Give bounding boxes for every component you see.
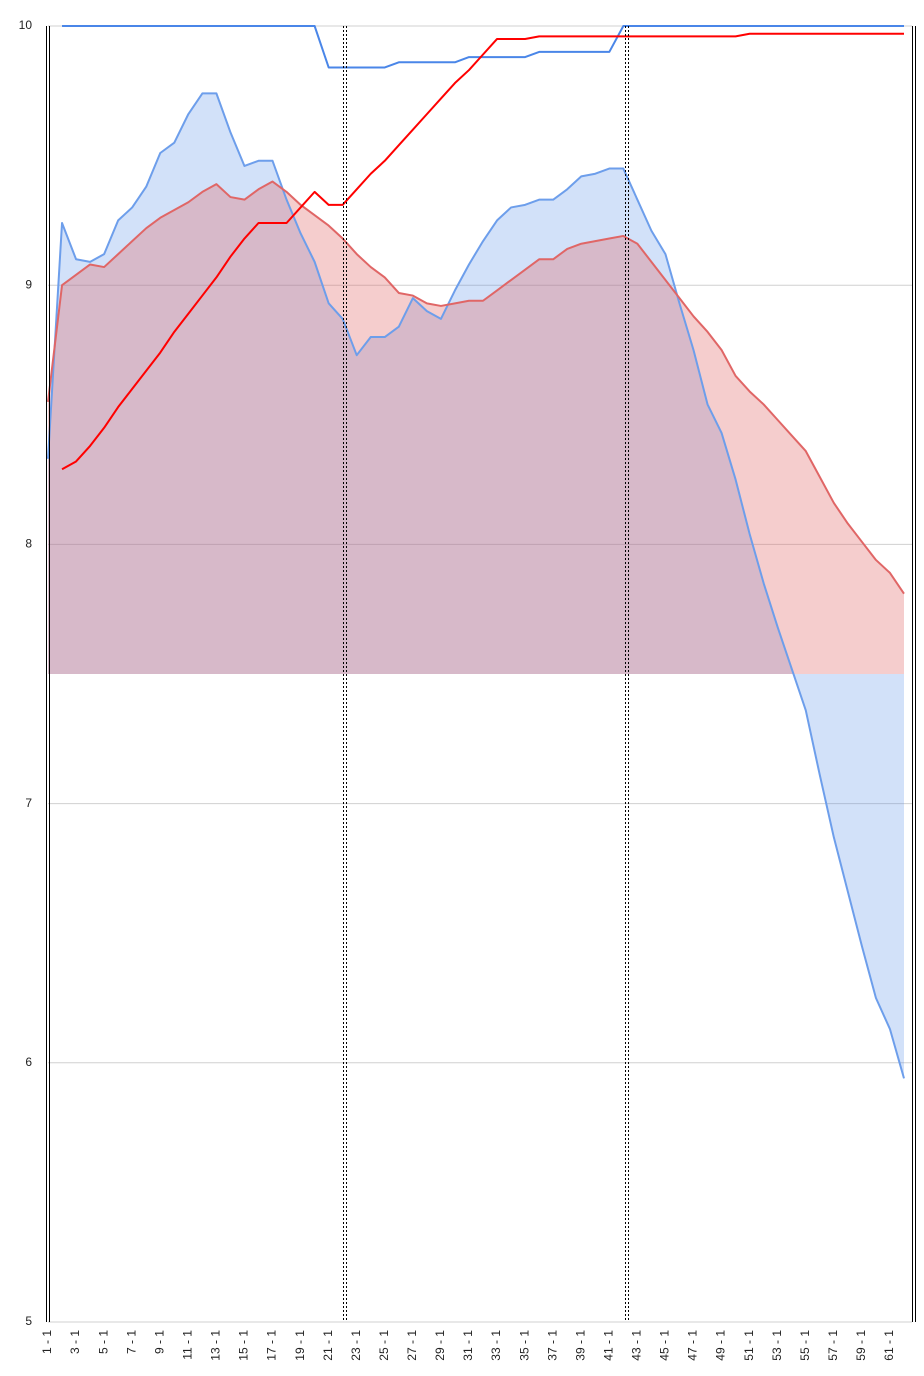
y-tick-label: 6 (25, 1055, 32, 1069)
x-tick-label: 61 - 1 (882, 1330, 896, 1361)
x-tick-label: 23 - 1 (349, 1330, 363, 1361)
x-tick-label: 27 - 1 (405, 1330, 419, 1361)
x-tick-label: 31 - 1 (461, 1330, 475, 1361)
x-tick-label: 57 - 1 (826, 1330, 840, 1361)
x-tick-label: 15 - 1 (237, 1330, 251, 1361)
x-tick-label: 45 - 1 (658, 1330, 672, 1361)
x-tick-label: 3 - 1 (68, 1330, 82, 1354)
y-tick-label: 7 (25, 796, 32, 810)
x-tick-label: 1 - 1 (40, 1330, 54, 1354)
x-tick-label: 33 - 1 (489, 1330, 503, 1361)
x-tick-label: 47 - 1 (686, 1330, 700, 1361)
x-tick-label: 21 - 1 (321, 1330, 335, 1361)
x-tick-label: 43 - 1 (630, 1330, 644, 1361)
y-tick-label: 9 (25, 277, 32, 291)
series-line (47, 180, 905, 595)
x-tick-label: 25 - 1 (377, 1330, 391, 1361)
x-tick-label: 55 - 1 (798, 1330, 812, 1361)
frame (46, 26, 916, 1322)
x-tick-label: 59 - 1 (854, 1330, 868, 1361)
x-tick-label: 17 - 1 (265, 1330, 279, 1361)
x-tick-label: 29 - 1 (433, 1330, 447, 1361)
x-tick-label: 9 - 1 (152, 1330, 166, 1354)
x-tick-label: 49 - 1 (714, 1330, 728, 1361)
x-tick-label: 37 - 1 (545, 1330, 559, 1361)
series-line (61, 32, 904, 471)
y-tick-label: 10 (19, 18, 33, 32)
y-tick-label: 5 (25, 1314, 32, 1328)
x-tick-label: 39 - 1 (573, 1330, 587, 1361)
x-tick-label: 41 - 1 (601, 1330, 615, 1361)
labels: 5 6 7 8 9 10 1 - 1 3 - 1 5 - 1 7 - 1 9 - 1 11 - 1 13… (19, 18, 896, 1361)
x-tick-label: 7 - 1 (124, 1330, 138, 1354)
x-tick-label: 35 - 1 (517, 1330, 531, 1361)
series-line (47, 92, 905, 1079)
x-tick-label: 11 - 1 (180, 1330, 194, 1360)
x-tick-label: 51 - 1 (742, 1330, 756, 1361)
dotted-markers (343, 26, 629, 1322)
x-tick-label: 53 - 1 (770, 1330, 784, 1361)
x-tick-label: 5 - 1 (96, 1330, 110, 1354)
lines (47, 25, 905, 1079)
x-tick-label: 19 - 1 (293, 1330, 307, 1361)
series-line (62, 25, 904, 69)
area-fill (48, 181, 904, 674)
y-tick-label: 8 (25, 537, 32, 551)
areas (48, 93, 904, 1079)
x-tick-label: 13 - 1 (209, 1330, 223, 1361)
